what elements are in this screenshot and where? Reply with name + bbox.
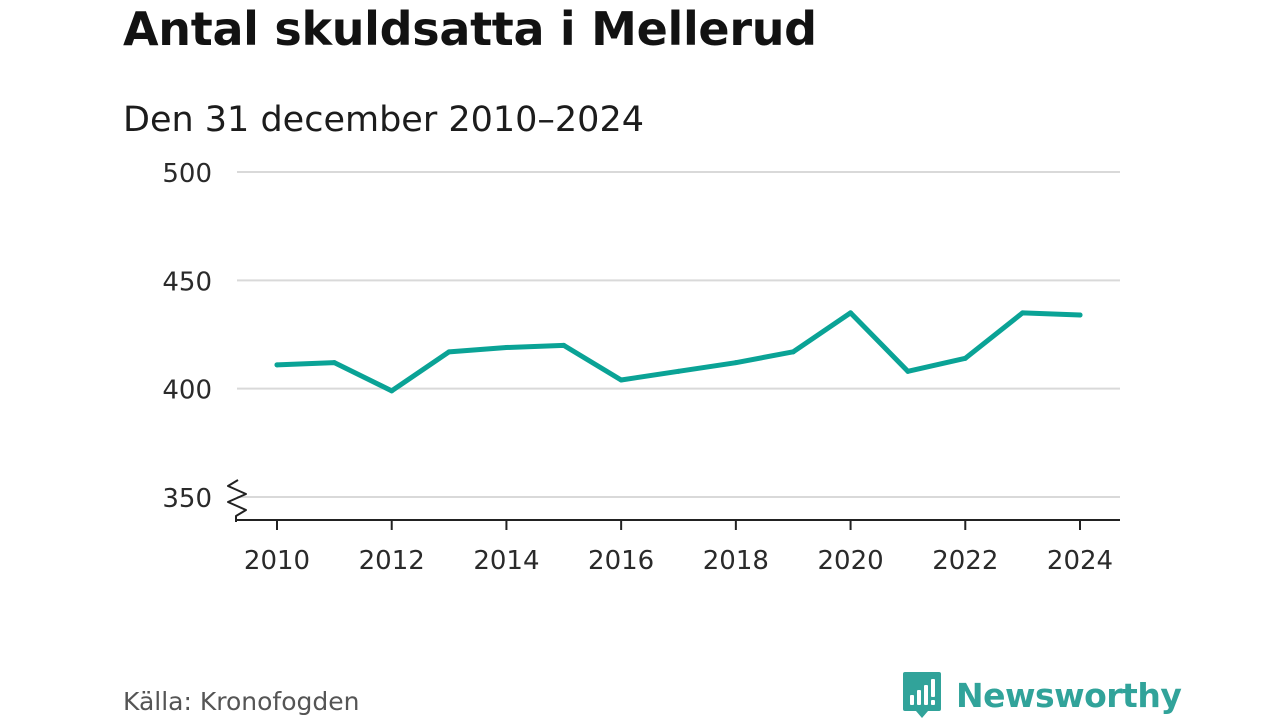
y-tick-label: 400: [162, 376, 212, 406]
y-tick-label: 500: [162, 159, 212, 189]
x-tick-label: 2014: [473, 546, 539, 576]
x-tick-label: 2012: [359, 546, 425, 576]
data-point: [676, 368, 681, 374]
chart-subtitle: Den 31 december 2010–2024: [123, 100, 644, 140]
data-point: [561, 342, 567, 348]
axis-break-icon: [227, 479, 247, 522]
data-point: [905, 368, 911, 374]
data-point: [389, 388, 395, 394]
source-note: Källa: Kronofogden: [123, 687, 360, 716]
data-point: [1020, 310, 1026, 316]
series-line: [274, 310, 1083, 394]
chart-title: Antal skuldsatta i Mellerud: [123, 2, 817, 56]
data-point: [331, 360, 337, 366]
x-tick-label: 2018: [703, 546, 769, 576]
data-point: [618, 377, 624, 383]
data-point: [790, 349, 796, 355]
data-point: [446, 349, 452, 355]
x-tick-label: 2016: [588, 546, 654, 576]
brand-name: Newsworthy: [956, 675, 1182, 715]
x-tick-label: 2024: [1047, 546, 1113, 576]
y-tick-label: 450: [162, 267, 212, 297]
x-tick-label: 2010: [244, 546, 310, 576]
data-point: [733, 360, 739, 366]
x-tick-label: 2020: [817, 546, 883, 576]
data-point: [848, 310, 854, 316]
data-point: [1077, 312, 1083, 318]
x-tick-label: 2022: [932, 546, 998, 576]
data-point: [274, 362, 280, 368]
newsworthy-logo-icon: [903, 672, 941, 718]
y-tick-label: 350: [162, 484, 212, 514]
data-point: [503, 345, 509, 350]
data-point: [962, 355, 968, 361]
brand[interactable]: Newsworthy: [902, 671, 1182, 719]
